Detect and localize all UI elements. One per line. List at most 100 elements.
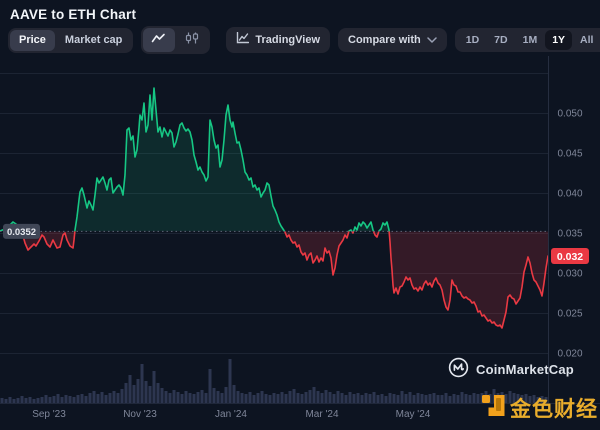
range-selector: 1D 7D 1M 1Y All LOG ··· [454, 28, 600, 52]
volume-bar [184, 391, 188, 403]
volume-bar [80, 394, 84, 403]
range-1m-button[interactable]: 1M [516, 30, 545, 50]
volume-bar [384, 396, 388, 403]
volume-bar [476, 394, 480, 403]
volume-bar [172, 390, 176, 403]
volume-bar [400, 391, 404, 403]
volume-bar [84, 396, 88, 403]
volume-bar [208, 369, 212, 403]
range-all-button[interactable]: All [573, 30, 600, 50]
volume-bar [32, 399, 36, 403]
volume-bar [444, 393, 448, 403]
volume-bar [456, 395, 460, 403]
volume-bar [340, 393, 344, 403]
volume-bar [388, 393, 392, 403]
volume-bar [16, 398, 20, 403]
volume-bar [332, 394, 336, 403]
compare-with-dropdown[interactable]: Compare with [338, 28, 447, 52]
volume-bar [524, 394, 528, 403]
volume-bar [4, 399, 8, 403]
range-1y-button[interactable]: 1Y [545, 30, 573, 50]
volume-bar [124, 383, 128, 403]
volume-bar [112, 391, 116, 403]
page-title: AAVE to ETH Chart [10, 7, 137, 22]
volume-bar [36, 398, 40, 403]
range-7d-button[interactable]: 7D [487, 30, 514, 50]
tradingview-icon [236, 31, 250, 48]
volume-bar [144, 381, 148, 403]
volume-bar [232, 385, 236, 403]
volume-bar [204, 393, 208, 403]
volume-bar [396, 395, 400, 403]
volume-bar [228, 359, 232, 403]
price-tab[interactable]: Price [10, 29, 55, 51]
baseline-price-label: 0.0352 [7, 227, 36, 238]
volume-bar [200, 390, 204, 403]
volume-bar [344, 395, 348, 403]
volume-bar [264, 394, 268, 403]
volume-bar [148, 386, 152, 403]
y-axis-label: 0.045 [557, 149, 582, 160]
volume-bar [536, 397, 540, 403]
metric-toggle: Price Market cap [8, 27, 134, 53]
volume-bar [424, 395, 428, 403]
volume-bar [300, 394, 304, 403]
volume-bar [408, 392, 412, 403]
y-axis-label: 0.040 [557, 189, 582, 200]
volume-bar [504, 394, 508, 403]
volume-bar [472, 393, 476, 403]
volume-bar [268, 395, 272, 403]
x-axis-label: Nov '23 [123, 409, 157, 420]
volume-bar [316, 391, 320, 403]
y-axis-label: 0.050 [557, 109, 582, 120]
volume-bar [176, 392, 180, 403]
volume-bar [356, 393, 360, 403]
volume-bar [244, 394, 248, 403]
current-price-label: 0.032 [557, 251, 583, 263]
chevron-down-icon [426, 33, 437, 47]
volume-bar [360, 395, 364, 403]
volume-bar [20, 396, 24, 403]
tradingview-button[interactable]: TradingView [226, 27, 330, 53]
volume-bar [224, 387, 228, 403]
volume-bar [260, 391, 264, 403]
volume-bar [28, 397, 32, 403]
volume-bar [132, 385, 136, 403]
current-price-badge [551, 248, 589, 264]
compare-with-label: Compare with [348, 34, 421, 46]
x-axis-label: May '24 [396, 409, 431, 420]
volume-bar [324, 390, 328, 403]
volume-bar [532, 395, 536, 403]
volume-bar [376, 395, 380, 403]
market-cap-tab[interactable]: Market cap [56, 30, 131, 51]
volume-bar [308, 390, 312, 403]
price-line-up [0, 87, 390, 232]
volume-bar [164, 391, 168, 403]
volume-bar [212, 388, 216, 403]
volume-bar [76, 395, 80, 403]
volume-bar [416, 393, 420, 403]
volume-bar [276, 394, 280, 403]
volume-bar [192, 394, 196, 403]
volume-bar [156, 383, 160, 403]
volume-bar [312, 387, 316, 403]
volume-bar [160, 388, 164, 403]
line-chart-icon [151, 32, 167, 48]
range-1d-button[interactable]: 1D [459, 30, 486, 50]
candlestick-button[interactable] [176, 28, 208, 52]
volume-bar [216, 391, 220, 403]
volume-bar [252, 395, 256, 403]
chart-type-toggle [141, 26, 211, 54]
volume-bar [544, 397, 548, 403]
baseline-price-badge [3, 223, 40, 239]
coinmarketcap-label: CoinMarketCap [476, 361, 574, 377]
volume-bar [440, 395, 444, 403]
volume-bar [120, 389, 124, 403]
line-chart-button[interactable] [143, 28, 176, 52]
volume-bar [328, 392, 332, 403]
volume-bar [196, 392, 200, 403]
x-axis-label: Mar '24 [305, 409, 338, 420]
y-axis-label: 0.020 [557, 349, 582, 360]
